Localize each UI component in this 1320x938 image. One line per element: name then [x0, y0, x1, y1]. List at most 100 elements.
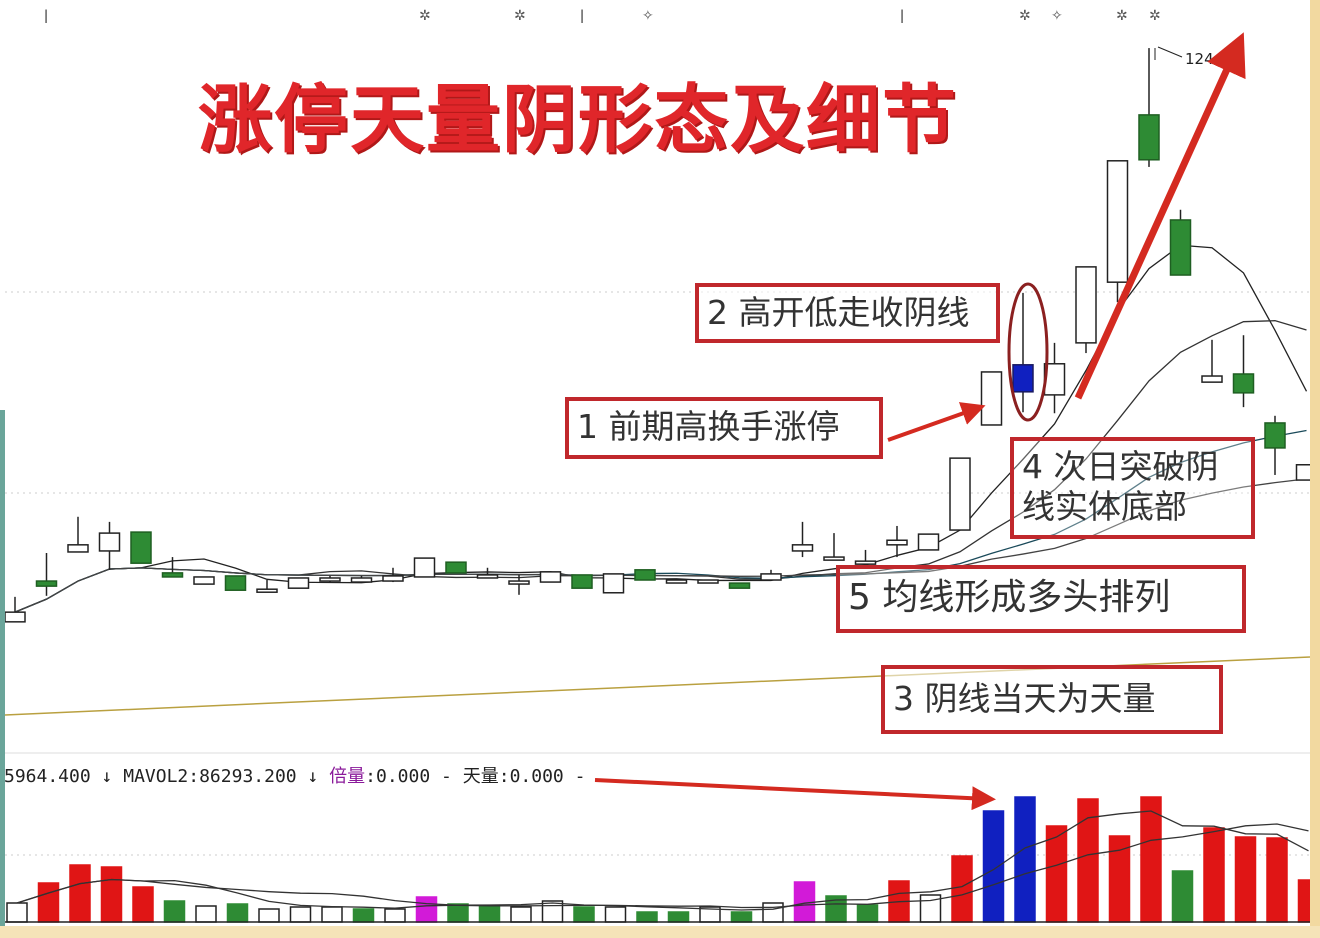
mavol1-value: 5964.400 — [4, 766, 91, 787]
candle-body — [508, 580, 530, 585]
volume-bar — [37, 882, 60, 923]
candle-body — [319, 577, 341, 582]
candle-body — [476, 574, 499, 579]
candle-body — [791, 544, 814, 552]
volume-bar — [195, 905, 217, 923]
candle-body — [602, 573, 625, 594]
volume-bar — [289, 906, 312, 923]
high-pointer — [1157, 46, 1183, 58]
dash: - — [574, 766, 586, 787]
annotation-4-line1: 4 次日突破阴 — [1022, 447, 1219, 486]
volume-bar — [1140, 796, 1162, 923]
volume-indicator-readout: 5964.400 ↓ MAVOL2:86293.200 ↓ 倍量:0.000 -… — [4, 762, 585, 788]
bottom-border — [0, 926, 1320, 938]
mavol2-arrow: ↓ — [307, 766, 319, 787]
annotation-4: 4 次日突破阴 线实体底部 — [1010, 437, 1255, 539]
candle-body — [98, 532, 121, 552]
event-marker-icon: ✲ — [419, 8, 431, 24]
candle-body — [1264, 422, 1286, 449]
volume-bar — [604, 906, 627, 923]
candle-body — [382, 575, 404, 582]
volume-bar — [321, 906, 343, 923]
high-price-label: 124 — [1185, 50, 1214, 68]
highlight-ellipse — [1007, 282, 1049, 422]
candle-body — [1232, 373, 1255, 394]
volume-bar — [1203, 827, 1225, 923]
beiliang-value: :0.000 — [365, 766, 431, 787]
candle-body — [350, 577, 373, 583]
beiliang-label: 倍量 — [329, 766, 366, 787]
volume-bar — [856, 904, 879, 923]
candle-body — [760, 573, 782, 581]
candle-body — [161, 572, 184, 578]
volume-bar — [132, 886, 154, 923]
volume-bar — [226, 903, 249, 923]
annotation-1: 1 前期高换手涨停 — [565, 397, 883, 459]
candle-body — [1106, 160, 1129, 283]
candle-body — [193, 576, 215, 585]
event-marker-icon: ✲ — [514, 8, 526, 24]
event-marker-icon: ǀ — [900, 8, 905, 24]
mavol2-label: MAVOL2: — [123, 766, 200, 787]
candle-body — [854, 560, 877, 565]
candle-body — [917, 533, 940, 551]
volume-bar — [100, 866, 123, 923]
volume-bar — [951, 855, 973, 923]
tianliang-label: 天量 — [462, 766, 499, 787]
volume-bar — [541, 900, 564, 923]
mavol1-line — [16, 810, 1309, 911]
volume-bar — [352, 908, 375, 923]
candle-body — [35, 580, 58, 587]
annotation-3: 3 阴线当天为天量 — [881, 665, 1223, 734]
right-border — [1310, 0, 1320, 938]
mavol1-arrow: ↓ — [101, 766, 113, 787]
event-marker-icon: ✲ — [1149, 8, 1161, 24]
candle-body — [224, 575, 247, 591]
candle-body — [1201, 375, 1223, 383]
candle-body — [1138, 114, 1160, 161]
volume-bar — [730, 911, 753, 923]
volume-bar — [69, 864, 91, 923]
candle-body — [130, 531, 152, 564]
volume-bar — [258, 908, 280, 923]
candle-body — [571, 574, 593, 589]
page-title: 涨停天量阴形态及细节 — [198, 77, 958, 163]
candle-body — [634, 569, 656, 581]
candle-body — [287, 577, 310, 589]
volume-bar — [1171, 870, 1194, 923]
dash: - — [441, 766, 452, 787]
event-marker-icon: ✧ — [1051, 8, 1063, 24]
volume-bar — [415, 896, 438, 923]
event-marker-icon: ✲ — [1019, 8, 1031, 24]
volume-bar — [762, 902, 784, 923]
volume-bar — [1108, 835, 1131, 923]
volume-bar — [573, 906, 595, 923]
candle-body — [539, 571, 562, 583]
volume-bar — [1045, 825, 1068, 923]
tianliang-value: :0.000 — [498, 766, 564, 787]
volume-bar — [1234, 836, 1257, 923]
volume-bar — [163, 900, 186, 923]
candle-body — [823, 556, 845, 561]
volume-bar — [636, 911, 658, 923]
volume-bar — [982, 810, 1005, 923]
mavol2-line — [16, 823, 1309, 909]
annotation-5: 5 均线形成多头排列 — [836, 565, 1246, 633]
candle-body — [1075, 266, 1097, 344]
volume-bar — [1266, 837, 1288, 923]
candle-body — [4, 611, 26, 623]
candle-body — [886, 539, 908, 546]
candle-body — [445, 561, 467, 574]
candle-body — [697, 579, 719, 584]
event-marker-icon: ✲ — [1116, 8, 1128, 24]
annotation-2: 2 高开低走收阴线 — [695, 283, 1000, 343]
volume-bar — [478, 905, 501, 923]
arrow-to-volume — [594, 778, 996, 811]
volume-bar — [510, 906, 532, 923]
candle-body — [980, 371, 1003, 426]
candle-body — [1169, 219, 1192, 276]
candle-body — [67, 544, 89, 553]
candle-body — [949, 457, 971, 531]
mavol2-value: 86293.200 — [199, 766, 297, 787]
